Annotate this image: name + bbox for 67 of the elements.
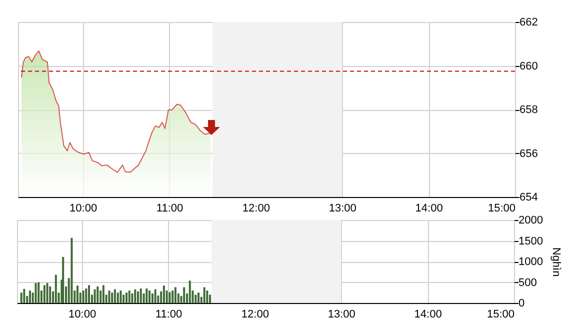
- bar: [151, 293, 154, 303]
- bar: [116, 292, 119, 303]
- bar: [70, 238, 73, 303]
- y-tick-label: 1500: [518, 235, 543, 248]
- bar: [162, 286, 165, 303]
- bar: [206, 290, 208, 303]
- bar: [46, 283, 48, 303]
- bar: [34, 283, 37, 303]
- bar: [111, 292, 114, 303]
- bar: [120, 290, 122, 303]
- bar: [49, 286, 52, 303]
- x-tick-label: 14:00: [415, 202, 443, 214]
- y-tick-label: 662: [520, 16, 538, 28]
- bar: [114, 289, 116, 303]
- x-tick-label: 10:00: [70, 202, 98, 214]
- bar: [183, 287, 186, 303]
- bar: [88, 285, 90, 303]
- bar: [146, 288, 148, 303]
- y-tick-label: 656: [520, 148, 538, 160]
- bar: [122, 294, 125, 303]
- y-tick-label: 500: [518, 276, 537, 289]
- x-tick-label: 15:00: [488, 202, 516, 214]
- x-tick-label: 13:00: [328, 202, 356, 214]
- y-tick-label: 658: [520, 104, 538, 116]
- bar: [198, 292, 200, 303]
- bar: [137, 291, 140, 303]
- y-tick-label: 2000: [518, 214, 543, 226]
- bar: [203, 287, 206, 303]
- y-tick-label: 1000: [518, 256, 543, 268]
- bar: [54, 274, 57, 303]
- y-tick-label: 660: [520, 60, 538, 72]
- bar: [108, 290, 110, 303]
- bar: [20, 292, 22, 303]
- bar: [148, 290, 151, 303]
- bar: [174, 287, 176, 303]
- y-tick-label: 0: [518, 298, 525, 310]
- bar: [76, 286, 79, 303]
- x-tick-label: 11:00: [156, 202, 184, 214]
- x-tick-label: 13:00: [328, 308, 356, 320]
- bar: [94, 289, 96, 303]
- y-tick-label: 654: [520, 192, 538, 204]
- x-tick-label: 15:00: [486, 308, 514, 320]
- bar: [38, 282, 40, 303]
- bar: [85, 288, 88, 303]
- bar: [194, 294, 197, 303]
- x-tick-label: 12:00: [242, 202, 270, 214]
- bar: [140, 288, 142, 303]
- bar: [43, 285, 46, 303]
- bar: [28, 290, 31, 303]
- bar: [82, 290, 84, 303]
- bar: [126, 292, 128, 303]
- x-tick-label: 14:00: [414, 308, 442, 320]
- x-tick-label: 10:00: [68, 308, 96, 320]
- bar: [209, 294, 212, 303]
- bar: [172, 290, 174, 303]
- bar: [168, 292, 171, 303]
- bar: [96, 286, 99, 303]
- bar: [23, 288, 26, 303]
- x-tick-label: 12:00: [241, 308, 269, 320]
- x-tick-label: 11:00: [155, 308, 182, 320]
- bar: [134, 289, 136, 303]
- bar: [188, 280, 191, 303]
- bar: [131, 293, 134, 303]
- bar: [128, 290, 130, 303]
- y-axis-title: Nghìn: [550, 247, 562, 277]
- bar: [154, 289, 156, 303]
- bar: [102, 285, 104, 303]
